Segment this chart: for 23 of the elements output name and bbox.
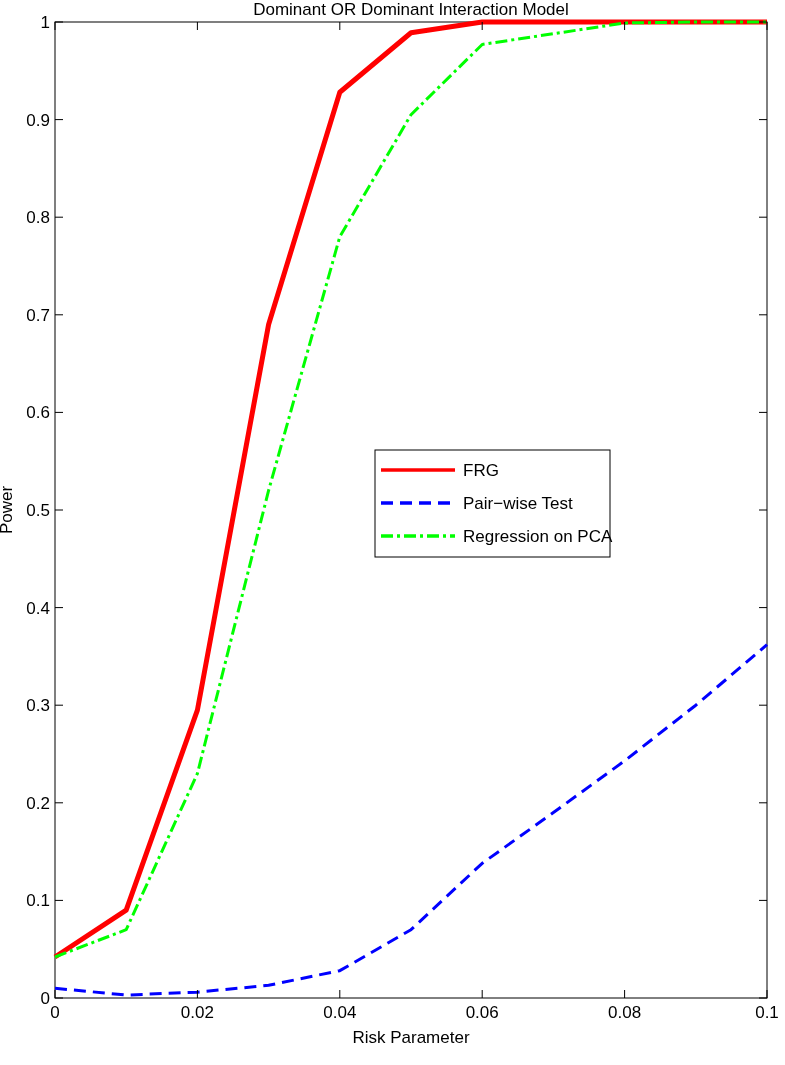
y-tick-label: 0.9 bbox=[26, 110, 50, 130]
y-tick-label: 0.6 bbox=[26, 403, 50, 423]
legend-label: FRG bbox=[463, 460, 499, 480]
x-axis-title: Risk Parameter bbox=[352, 1028, 470, 1047]
y-tick-label: 0.1 bbox=[26, 891, 50, 911]
x-tick-label: 0.02 bbox=[180, 1003, 214, 1022]
x-tick-label: 0.04 bbox=[323, 1003, 357, 1022]
y-tick-label: 0.7 bbox=[26, 305, 50, 325]
x-tick-label: 0.1 bbox=[755, 1003, 779, 1022]
x-tick-label: 0.08 bbox=[608, 1003, 642, 1022]
x-tick-label: 0.06 bbox=[465, 1003, 499, 1022]
y-tick-label: 0.8 bbox=[26, 208, 50, 228]
legend-label: Regression on PCA bbox=[463, 526, 613, 546]
y-tick-label: 0.4 bbox=[26, 598, 50, 618]
y-tick-label: 0.3 bbox=[26, 696, 50, 716]
chart-title: Dominant OR Dominant Interaction Model bbox=[253, 0, 569, 19]
line-series bbox=[53, 643, 769, 997]
y-axis-title: Power bbox=[0, 485, 16, 535]
y-tick-label: 0 bbox=[40, 988, 50, 1008]
y-tick-label: 0.2 bbox=[26, 793, 50, 813]
y-tick-label: 0.5 bbox=[26, 500, 50, 520]
y-tick-label: 1 bbox=[40, 12, 50, 32]
legend-label: Pair−wise Test bbox=[463, 493, 574, 513]
